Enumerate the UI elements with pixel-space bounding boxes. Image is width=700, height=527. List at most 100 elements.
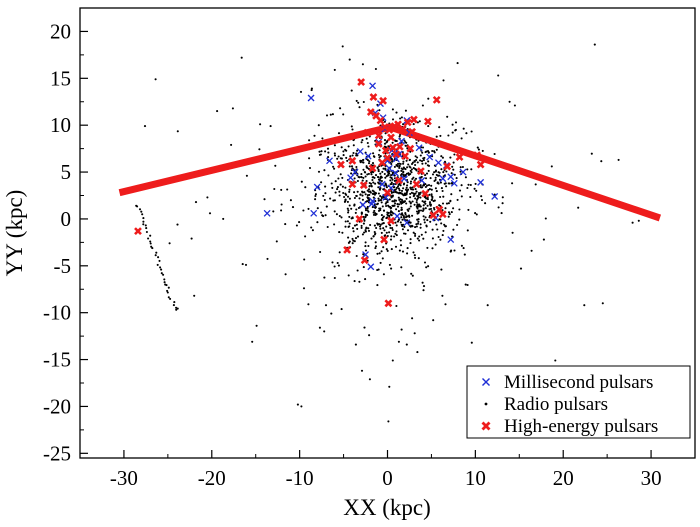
high-energy-pulsar-point (380, 235, 388, 244)
radio-pulsar-point (433, 199, 436, 202)
radio-pulsar-point (354, 237, 358, 240)
millisecond-pulsar-stroke (378, 180, 386, 188)
radio-pulsar-point (269, 125, 272, 128)
radio-pulsar-point (421, 281, 424, 284)
radio-pulsar-point (500, 212, 503, 215)
radio-pulsar-point (446, 115, 449, 118)
high-energy-pulsar-stroke (395, 142, 404, 151)
radio-pulsar-point (355, 165, 358, 169)
radio-pulsar-point (497, 206, 500, 209)
radio-pulsar-point (364, 175, 367, 178)
radio-pulsar-point (376, 252, 379, 255)
radio-pulsar-point (332, 165, 335, 168)
high-energy-pulsar-stroke (388, 143, 397, 152)
radio-pulsar-point (426, 184, 429, 187)
radio-pulsar-point (435, 135, 438, 138)
radio-pulsar-point (441, 156, 444, 159)
radio-pulsar-point (336, 188, 339, 191)
radio-pulsar-point (451, 123, 454, 126)
radio-pulsar-point (299, 90, 303, 93)
radio-pulsar-point (427, 164, 431, 167)
radio-pulsar-point (380, 196, 383, 199)
y-tick-label: 10 (50, 113, 71, 137)
radio-pulsar-point (374, 191, 377, 194)
radio-pulsar-point (308, 157, 311, 160)
radio-pulsar-point (160, 268, 163, 271)
radio-pulsar-point (368, 334, 371, 337)
radio-pulsar-point (493, 152, 496, 156)
radio-pulsar-point (360, 211, 363, 214)
radio-pulsar-point (368, 378, 371, 381)
radio-pulsar-point (370, 173, 373, 176)
radio-pulsar-point (431, 237, 434, 240)
radio-pulsar-point (367, 188, 371, 191)
radio-pulsar-point (530, 249, 533, 252)
radio-pulsar-point (280, 188, 283, 191)
radio-pulsar-point (402, 123, 405, 126)
radio-pulsar-point (393, 179, 396, 182)
radio-pulsar-point (444, 225, 447, 228)
x-tick-label: -30 (110, 466, 138, 490)
radio-pulsar-point (378, 156, 381, 159)
radio-pulsar-point (395, 208, 398, 211)
millisecond-pulsar-point (313, 183, 321, 191)
radio-pulsar-point (361, 139, 364, 142)
radio-pulsar-point (356, 235, 360, 238)
radio-pulsar-point (420, 160, 424, 163)
radio-pulsar-point (361, 179, 364, 182)
radio-pulsar-point (399, 117, 402, 120)
radio-pulsar-point (355, 208, 358, 211)
radio-pulsar-point (378, 252, 381, 255)
radio-pulsar-point (149, 234, 152, 237)
high-energy-pulsar-stroke (134, 227, 142, 236)
radio-pulsar-point (411, 317, 414, 320)
high-energy-pulsar-point (381, 146, 390, 155)
high-energy-pulsar-stroke (392, 150, 401, 159)
y-tick-label: -15 (43, 348, 71, 372)
radio-pulsar-point (476, 146, 479, 149)
millisecond-pulsar-point (447, 173, 455, 181)
radio-pulsar-point (230, 143, 233, 146)
millisecond-pulsar-stroke (434, 159, 442, 167)
radio-pulsar-point (380, 199, 383, 202)
radio-pulsar-point (355, 99, 358, 102)
radio-pulsar-point (296, 403, 299, 406)
millisecond-pulsar-stroke (375, 138, 383, 146)
radio-pulsar-point (416, 351, 419, 354)
radio-pulsar-point (473, 187, 476, 190)
radio-pulsar-point (363, 170, 366, 174)
high-energy-pulsar-stroke (412, 180, 421, 189)
millisecond-pulsar-point (359, 201, 367, 209)
radio-pulsar-point (272, 210, 275, 213)
radio-pulsar-point (231, 107, 234, 110)
radio-pulsar-point (399, 162, 402, 166)
radio-pulsar-point (402, 171, 405, 174)
radio-pulsar-point (405, 197, 408, 200)
radio-pulsar-point (461, 165, 464, 169)
radio-pulsar-point (400, 208, 403, 212)
radio-pulsar-point (391, 118, 395, 121)
x-tick-label: 10 (465, 466, 486, 490)
radio-pulsar-point (398, 189, 401, 192)
radio-pulsar-point (426, 219, 429, 222)
radio-pulsar-point (320, 211, 323, 214)
radio-pulsar-point (360, 141, 363, 144)
radio-pulsar-point (363, 219, 366, 222)
radio-pulsar-point (501, 196, 504, 199)
radio-pulsar-point (366, 196, 369, 199)
radio-pulsar-point (431, 247, 434, 250)
radio-pulsar-point (361, 194, 364, 197)
radio-pulsar-point (351, 154, 354, 157)
radio-pulsar-point (338, 251, 341, 254)
radio-pulsar-point (422, 157, 425, 160)
radio-pulsar-point (417, 210, 420, 213)
high-energy-pulsar-point (343, 245, 352, 254)
radio-pulsar-point (384, 182, 387, 185)
radio-pulsar-point (347, 145, 350, 148)
radio-pulsar-point (302, 287, 306, 290)
millisecond-pulsar-point (403, 219, 411, 227)
radio-pulsar-point (372, 213, 376, 216)
radio-pulsar-point (176, 130, 179, 133)
radio-pulsar-point (593, 43, 596, 46)
high-energy-pulsar-point (363, 128, 372, 137)
